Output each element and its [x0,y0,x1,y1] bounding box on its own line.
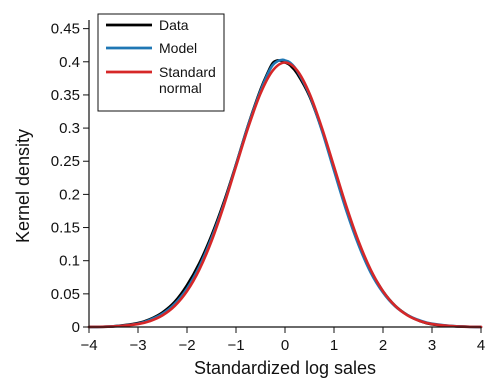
y-axis-title: Kernel density [13,129,33,243]
y-tick-label: 0.15 [51,220,80,237]
x-axis: −4 −3 −2 −1 0 1 2 3 4 [80,326,485,354]
legend-label: Standard [159,64,216,80]
x-tick-label: −1 [227,337,244,354]
x-tick-label: −4 [80,337,97,354]
y-tick-label: 0.2 [59,186,80,203]
x-tick-label: 0 [281,337,289,354]
x-tick-label: −3 [129,337,146,354]
y-tick-label: 0.4 [59,54,80,71]
plot-area [87,58,483,329]
legend-label: Data [159,17,189,33]
x-tick-label: 1 [330,337,338,354]
legend-label: Model [159,40,197,56]
x-tick-label: 3 [428,337,436,354]
x-tick-label: −2 [178,337,195,354]
y-tick-label: 0.3 [59,120,80,137]
y-tick-label: 0 [72,319,80,336]
y-tick-label: 0.1 [59,253,80,270]
y-tick-label: 0.25 [51,153,80,170]
y-tick-label: 0.05 [51,286,80,303]
y-axis: 0 0.05 0.1 0.15 0.2 0.25 0.3 0.35 0.4 0.45 [51,20,90,336]
legend-box [97,13,225,112]
y-tick-label: 0.45 [51,21,80,38]
x-axis-title: Standardized log sales [194,358,376,378]
series-line-standard-normal [87,61,483,329]
x-tick-label: 2 [379,337,387,354]
y-tick-label: 0.35 [51,87,80,104]
x-tick-label: 4 [477,337,485,354]
legend-label: normal [159,80,202,96]
